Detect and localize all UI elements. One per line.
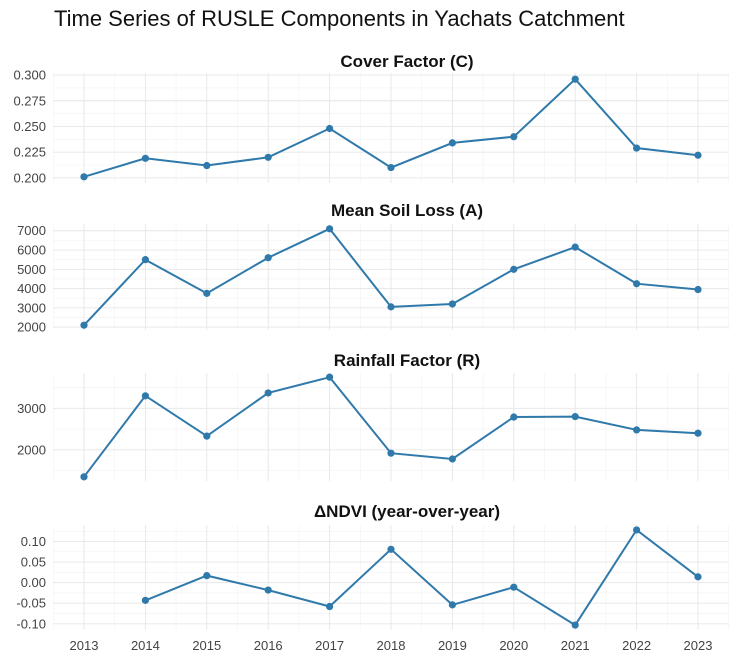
y-tick-label: 3000 — [17, 300, 46, 315]
y-tick-label: 4000 — [17, 281, 46, 296]
x-tick-label: 2016 — [254, 638, 283, 653]
data-point — [633, 280, 641, 288]
data-point — [571, 413, 579, 421]
data-point — [571, 243, 579, 251]
data-point — [80, 473, 88, 481]
data-point — [510, 133, 518, 141]
x-tick-label: 2018 — [377, 638, 406, 653]
data-point — [633, 426, 641, 434]
data-point — [203, 432, 211, 440]
y-tick-label: -0.10 — [16, 616, 46, 631]
data-point — [510, 583, 518, 591]
x-tick-label: 2015 — [192, 638, 221, 653]
data-point — [387, 303, 395, 311]
x-tick-label: 2019 — [438, 638, 467, 653]
x-tick-label: 2021 — [561, 638, 590, 653]
data-point — [141, 392, 149, 400]
series-line — [145, 528, 699, 627]
data-point — [326, 373, 334, 381]
data-point — [571, 75, 579, 83]
data-point — [141, 596, 149, 604]
data-point — [264, 586, 272, 594]
data-point — [326, 124, 334, 133]
panel-2: Mean Soil Loss (A) 2000 3000 4000 5000 6000 70… — [17, 201, 730, 335]
panel-3: Rainfall Factor (R) 2000 3000 — [17, 351, 730, 481]
data-point — [387, 545, 395, 553]
panel-4: ΔNDVI (year-over-year) -0.10 -0.05 0.00 0.05… — [16, 502, 730, 653]
data-point — [203, 289, 211, 297]
data-point — [387, 163, 395, 172]
data-point — [141, 256, 149, 264]
data-point — [448, 300, 456, 308]
data-point — [326, 225, 334, 233]
data-point — [264, 153, 272, 161]
x-tick-label: 2022 — [622, 638, 651, 653]
panel-title: Rainfall Factor (R) — [334, 351, 480, 370]
data-point — [694, 573, 702, 581]
chart-title: Time Series of RUSLE Components in Yacha… — [54, 6, 625, 31]
data-point — [448, 601, 456, 609]
y-tick-label: 2000 — [17, 320, 46, 335]
x-tick-label: 2023 — [684, 638, 713, 653]
data-point — [571, 621, 579, 629]
data-point — [510, 265, 518, 273]
x-tick-label: 2013 — [70, 638, 99, 653]
y-tick-label: 0.05 — [21, 555, 46, 570]
y-tick-label: 2000 — [17, 442, 46, 457]
data-point — [264, 254, 272, 262]
x-tick-label: 2017 — [315, 638, 344, 653]
y-tick-label: 0.00 — [21, 575, 46, 590]
data-point — [387, 449, 395, 457]
panel-1: Cover Factor (C) 0.200 0.225 0.250 0.275 0.30… — [13, 52, 730, 185]
data-point — [264, 389, 272, 397]
data-point — [203, 572, 211, 580]
panel-title: Mean Soil Loss (A) — [331, 201, 483, 220]
data-point — [326, 602, 334, 611]
data-point — [141, 154, 149, 162]
y-tick-label: 0.200 — [13, 170, 46, 185]
y-tick-label: 5000 — [17, 262, 46, 277]
data-point — [694, 429, 702, 437]
x-tick-label: 2020 — [499, 638, 528, 653]
x-tick-label: 2014 — [131, 638, 160, 653]
data-point — [633, 144, 641, 152]
data-point — [448, 139, 456, 147]
y-tick-label: 6000 — [17, 243, 46, 258]
y-tick-label: 0.10 — [21, 534, 46, 549]
panel-title: Cover Factor (C) — [340, 52, 473, 71]
y-tick-label: 0.275 — [13, 93, 46, 108]
y-tick-label: 3000 — [17, 401, 46, 416]
data-point — [80, 173, 88, 181]
y-tick-label: 0.225 — [13, 145, 46, 160]
y-tick-label: 0.250 — [13, 119, 46, 134]
y-tick-label: 0.300 — [13, 68, 46, 83]
data-point — [694, 285, 702, 294]
panel-title: ΔNDVI (year-over-year) — [314, 502, 500, 521]
data-point — [80, 321, 88, 329]
data-point — [203, 161, 211, 170]
data-point — [448, 455, 456, 463]
data-point — [633, 526, 641, 534]
y-tick-label: -0.05 — [16, 596, 46, 611]
data-point — [694, 151, 702, 159]
y-tick-label: 7000 — [17, 223, 46, 238]
data-point — [510, 413, 518, 421]
